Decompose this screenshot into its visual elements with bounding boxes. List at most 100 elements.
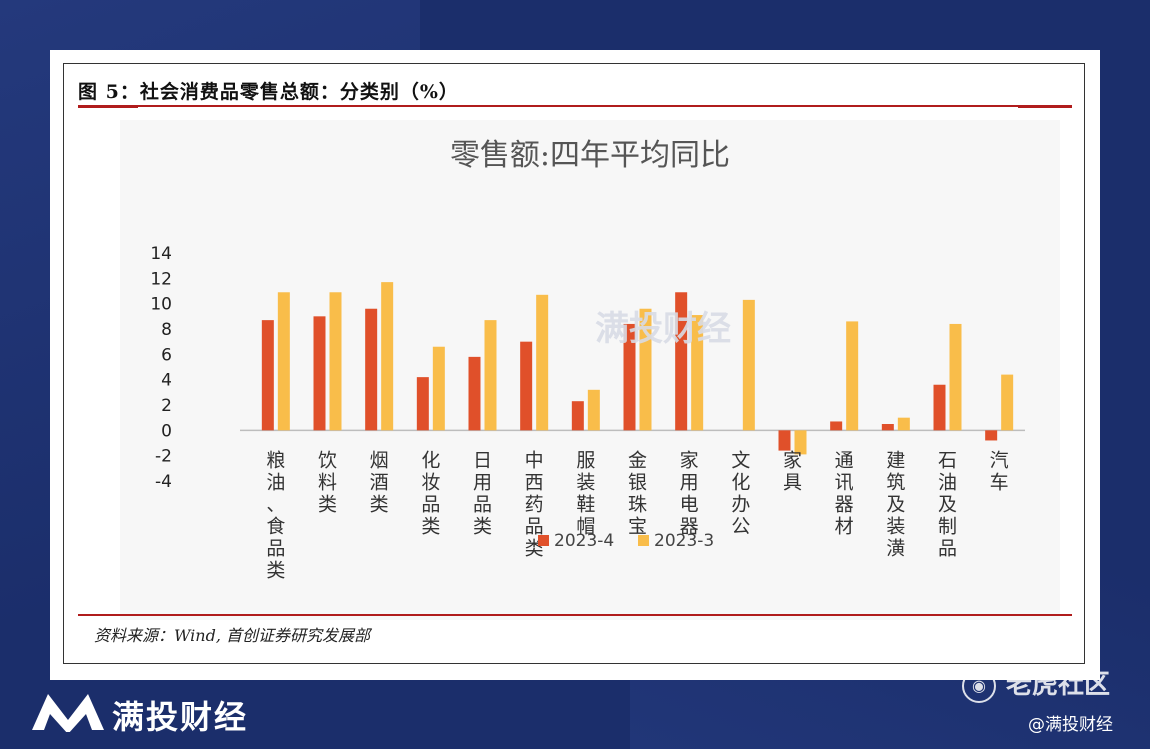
category-label: 药 bbox=[525, 493, 544, 515]
y-tick-label: 10 bbox=[150, 295, 172, 315]
bar-2023-4 bbox=[468, 356, 481, 431]
category-label: 材 bbox=[835, 515, 854, 537]
category-label: 通 bbox=[835, 449, 854, 471]
bar-2023-4 bbox=[881, 424, 894, 431]
bar-2023-4 bbox=[416, 377, 429, 431]
category-label: 文 bbox=[731, 449, 750, 471]
y-tick-label: 8 bbox=[161, 320, 172, 340]
category-label: 具 bbox=[783, 471, 802, 493]
category-label: 制 bbox=[938, 515, 957, 537]
category-label: 饮 bbox=[318, 449, 337, 471]
tiger-icon: ◉ bbox=[962, 668, 996, 703]
y-tick-label: -2 bbox=[155, 447, 172, 467]
tiger-community: ◉ 老虎社区 bbox=[962, 664, 1110, 703]
chart-title: 零售额:四年平均同比 bbox=[449, 138, 731, 173]
title-rule bbox=[1018, 106, 1072, 108]
category-label: 中 bbox=[525, 449, 544, 471]
category-label: 车 bbox=[990, 471, 1009, 493]
category-label: 宝 bbox=[628, 515, 647, 537]
bar-2023-4 bbox=[778, 430, 791, 451]
watermark-text: 满投财经 bbox=[595, 309, 731, 349]
legend-swatch bbox=[638, 535, 649, 546]
category-label: 类 bbox=[473, 515, 492, 537]
source-rule bbox=[78, 614, 1072, 616]
category-label: 类 bbox=[370, 493, 389, 515]
category-label: 类 bbox=[266, 559, 285, 581]
category-label: 粮 bbox=[266, 449, 285, 471]
category-label: 及 bbox=[938, 493, 957, 515]
y-tick-label: 4 bbox=[161, 371, 172, 391]
title-rule-left bbox=[78, 106, 138, 108]
bar-2023-3 bbox=[381, 282, 394, 431]
bar-2023-4 bbox=[571, 401, 584, 431]
chart-area: 零售额:四年平均同比 14 12 10 8 6 4 2 0 -2 -4 粮油、食品类饮料类烟酒类化妆… bbox=[120, 120, 1060, 620]
category-label: 器 bbox=[835, 493, 854, 515]
category-label: 及 bbox=[886, 493, 905, 515]
bar-2023-4 bbox=[933, 384, 946, 431]
category-label: 品 bbox=[473, 493, 492, 515]
bar-2023-4 bbox=[261, 320, 274, 431]
legend-swatch bbox=[538, 535, 549, 546]
bar-2023-4 bbox=[985, 430, 998, 441]
category-label: 潢 bbox=[886, 537, 905, 559]
bar-2023-3 bbox=[897, 417, 910, 431]
category-label: 料 bbox=[318, 471, 337, 493]
tiger-label: 老虎社区 bbox=[1006, 670, 1111, 700]
category-label: 、 bbox=[266, 493, 285, 515]
category-label: 家 bbox=[680, 449, 699, 471]
category-label: 酒 bbox=[370, 471, 389, 493]
category-label: 化 bbox=[421, 449, 440, 471]
y-tick-label: 14 bbox=[150, 244, 172, 264]
category-label: 类 bbox=[318, 493, 337, 515]
bar-2023-4 bbox=[520, 341, 533, 431]
category-label: 帽 bbox=[576, 515, 595, 537]
bar-2023-4 bbox=[313, 316, 326, 431]
y-tick-label: 2 bbox=[161, 396, 172, 416]
category-label: 珠 bbox=[628, 493, 647, 515]
y-tick-label: -4 bbox=[155, 472, 172, 492]
title-rule-full bbox=[78, 105, 1072, 107]
bar-2023-3 bbox=[742, 299, 755, 431]
category-label: 汽 bbox=[990, 449, 1009, 471]
category-label: 油 bbox=[266, 471, 285, 493]
category-label: 讯 bbox=[835, 471, 854, 493]
figure-title: 图 5：社会消费品零售总额：分类别（%） bbox=[78, 81, 459, 103]
author-handle: @满投财经 bbox=[1028, 715, 1113, 735]
category-label: 服 bbox=[576, 449, 595, 471]
category-label: 品 bbox=[525, 515, 544, 537]
category-label: 类 bbox=[421, 515, 440, 537]
category-label: 品 bbox=[938, 537, 957, 559]
bar-2023-3 bbox=[949, 323, 962, 431]
brand-logo-icon bbox=[32, 694, 104, 732]
category-label: 用 bbox=[680, 471, 699, 493]
brand-name: 满投财经 bbox=[112, 698, 249, 736]
category-label: 石 bbox=[938, 449, 957, 471]
category-label: 公 bbox=[731, 515, 750, 537]
report-card: 图 5：社会消费品零售总额：分类别（%） 零售额:四年平均同比 14 12 10 8 6… bbox=[50, 50, 1100, 680]
category-label: 装 bbox=[886, 515, 905, 537]
figure-frame bbox=[63, 63, 1085, 664]
bar-2023-3 bbox=[484, 320, 497, 431]
bar-2023-3 bbox=[432, 346, 445, 431]
bar-chart: 14121086420-2-4粮油、食品类饮料类烟酒类化妆品类日用品类中西药品类… bbox=[150, 244, 1025, 581]
category-label: 金 bbox=[628, 449, 647, 471]
category-label: 电 bbox=[680, 493, 699, 515]
bar-2023-3 bbox=[536, 294, 549, 431]
bar-2023-4 bbox=[675, 292, 688, 431]
category-label: 妆 bbox=[421, 471, 440, 493]
category-label: 日 bbox=[473, 449, 492, 471]
bar-2023-3 bbox=[794, 430, 807, 455]
bar-2023-3 bbox=[639, 308, 652, 431]
bar-2023-4 bbox=[830, 421, 843, 431]
category-label: 鞋 bbox=[576, 493, 595, 515]
bar-2023-4 bbox=[623, 323, 636, 431]
bar-2023-3 bbox=[587, 389, 600, 431]
bar-2023-3 bbox=[1001, 374, 1014, 431]
category-label: 西 bbox=[525, 471, 544, 493]
category-label: 建 bbox=[886, 449, 905, 471]
category-label: 化 bbox=[731, 471, 750, 493]
legend-label: 2023-3 bbox=[654, 531, 714, 551]
bar-2023-3 bbox=[846, 321, 859, 431]
category-label: 装 bbox=[576, 471, 595, 493]
category-label: 办 bbox=[731, 493, 750, 515]
